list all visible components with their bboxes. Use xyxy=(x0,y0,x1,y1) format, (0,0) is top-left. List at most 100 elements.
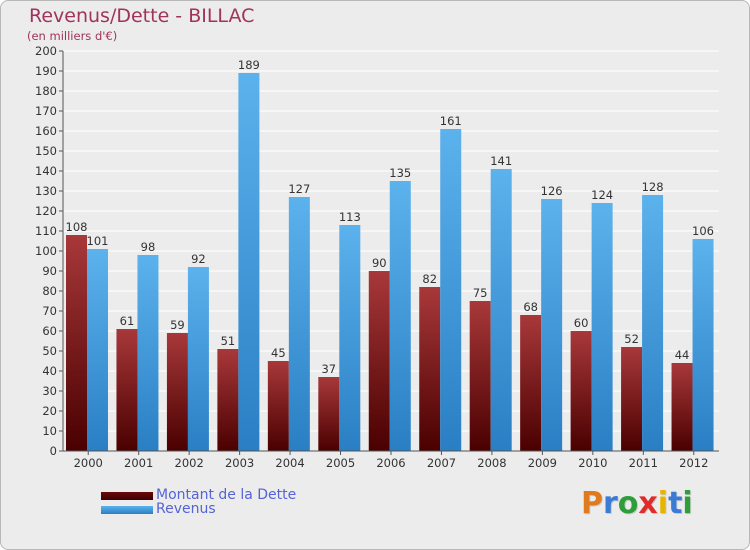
y-tick-label: 180 xyxy=(35,84,57,98)
legend-swatch-revenus xyxy=(101,506,153,514)
bar-revenus-2004 xyxy=(288,197,310,451)
data-label: 82 xyxy=(422,272,437,286)
legend-label-debt: Montant de la Dette xyxy=(156,487,297,503)
data-label: 44 xyxy=(675,348,690,362)
logo-letter: i xyxy=(657,486,669,521)
y-tick-label: 80 xyxy=(42,284,57,298)
bar-revenus-2000 xyxy=(87,249,108,451)
bar-revenus-2008 xyxy=(490,169,512,451)
bar-revenus-2010 xyxy=(591,203,613,451)
y-tick-label: 10 xyxy=(42,424,57,438)
y-tick-label: 170 xyxy=(35,104,57,118)
logo-letter: P xyxy=(581,486,603,521)
y-tick-label: 40 xyxy=(42,364,57,378)
data-label: 45 xyxy=(271,346,286,360)
bar-revenus-2006 xyxy=(389,181,411,451)
y-tick-label: 160 xyxy=(35,124,57,138)
bar-revenus-2007 xyxy=(440,129,462,451)
logo-letter: t xyxy=(668,486,683,521)
y-tick-label: 140 xyxy=(35,164,57,178)
bar-debt-2012 xyxy=(671,363,693,451)
y-tick-label: 130 xyxy=(35,184,57,198)
data-label: 141 xyxy=(490,154,512,168)
x-tick-label: 2000 xyxy=(74,456,103,470)
data-label: 128 xyxy=(642,180,664,194)
data-label: 127 xyxy=(288,182,310,196)
data-label: 161 xyxy=(440,114,462,128)
y-tick-label: 110 xyxy=(35,224,57,238)
data-label: 108 xyxy=(66,220,88,234)
legend-swatch-debt xyxy=(101,492,153,500)
x-tick-label: 2012 xyxy=(679,456,708,470)
data-label: 126 xyxy=(541,184,563,198)
x-tick-label: 2002 xyxy=(175,456,204,470)
x-tick-label: 2007 xyxy=(427,456,456,470)
y-tick-label: 60 xyxy=(42,324,57,338)
bar-debt-2004 xyxy=(267,361,289,451)
data-label: 68 xyxy=(523,300,538,314)
x-tick-label: 2004 xyxy=(275,456,304,470)
chart-subtitle: (en milliers d'€) xyxy=(27,29,118,43)
bar-revenus-2002 xyxy=(187,267,209,451)
bar-debt-2003 xyxy=(217,349,239,451)
bar-revenus-2012 xyxy=(692,239,714,451)
x-tick-label: 2006 xyxy=(376,456,405,470)
bar-debt-2008 xyxy=(469,301,491,451)
x-tick-label: 2008 xyxy=(477,456,506,470)
x-tick-label: 2010 xyxy=(578,456,607,470)
logo-letter: o xyxy=(617,486,639,521)
data-label: 189 xyxy=(238,58,260,72)
data-label: 101 xyxy=(87,234,109,248)
bar-debt-2010 xyxy=(570,331,592,451)
y-tick-label: 200 xyxy=(35,44,57,58)
bar-revenus-2003 xyxy=(238,73,260,451)
bar-debt-2007 xyxy=(419,287,441,451)
x-tick-label: 2011 xyxy=(629,456,658,470)
bar-debt-2000 xyxy=(66,235,87,451)
data-label: 75 xyxy=(473,286,488,300)
bar-debt-2001 xyxy=(116,329,138,451)
data-label: 124 xyxy=(591,188,613,202)
logo-letter: i xyxy=(682,486,693,521)
bar-revenus-2005 xyxy=(339,225,361,451)
data-label: 98 xyxy=(141,240,156,254)
data-label: 92 xyxy=(191,252,206,266)
y-tick-label: 0 xyxy=(50,444,57,458)
logo-letter: r xyxy=(603,486,618,521)
data-label: 106 xyxy=(692,224,714,238)
bar-debt-2006 xyxy=(368,271,390,451)
legend-label-revenus: Revenus xyxy=(156,501,216,517)
y-tick-label: 120 xyxy=(35,204,57,218)
y-tick-label: 70 xyxy=(42,304,57,318)
bar-debt-2002 xyxy=(166,333,188,451)
logo-letter: x xyxy=(638,486,658,521)
x-tick-label: 2003 xyxy=(225,456,254,470)
data-label: 52 xyxy=(624,332,639,346)
proxiti-logo: Proxiti xyxy=(581,486,693,521)
y-tick-label: 30 xyxy=(42,384,57,398)
bar-revenus-2001 xyxy=(137,255,159,451)
y-tick-label: 100 xyxy=(35,244,57,258)
data-label: 113 xyxy=(339,210,361,224)
bar-debt-2011 xyxy=(621,347,643,451)
y-tick-label: 50 xyxy=(42,344,57,358)
data-label: 59 xyxy=(170,318,185,332)
y-tick-label: 20 xyxy=(42,404,57,418)
y-tick-label: 90 xyxy=(42,264,57,278)
bar-revenus-2011 xyxy=(642,195,664,451)
data-label: 37 xyxy=(321,362,336,376)
data-label: 135 xyxy=(389,166,411,180)
y-tick-label: 150 xyxy=(35,144,57,158)
data-label: 51 xyxy=(221,334,236,348)
chart-title: Revenus/Dette - BILLAC xyxy=(29,5,255,27)
bar-revenus-2009 xyxy=(541,199,563,451)
x-tick-label: 2009 xyxy=(528,456,557,470)
bar-debt-2005 xyxy=(318,377,340,451)
bar-debt-2009 xyxy=(520,315,542,451)
data-label: 90 xyxy=(372,256,387,270)
data-label: 60 xyxy=(574,316,589,330)
x-tick-label: 2005 xyxy=(326,456,355,470)
x-tick-label: 2001 xyxy=(124,456,153,470)
